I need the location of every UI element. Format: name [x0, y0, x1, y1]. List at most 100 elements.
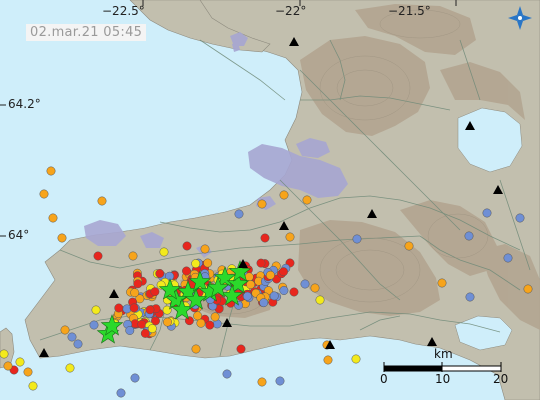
- peak-triangle-icon: [493, 185, 503, 194]
- earthquake-dot: [300, 279, 310, 289]
- longitude-label-east: −21.5°: [388, 4, 431, 18]
- earthquake-dot: [269, 291, 279, 301]
- earthquake-dot: [125, 326, 135, 335]
- earthquake-dot: [464, 231, 474, 241]
- lake: [457, 107, 523, 173]
- scale-tick-10: 10: [435, 372, 451, 386]
- peak-triangle-icon: [238, 259, 248, 268]
- earthquake-dot: [39, 189, 49, 199]
- earthquake-dot: [352, 234, 362, 244]
- earthquake-dot: [163, 317, 172, 327]
- earthquake-dot: [404, 241, 414, 251]
- large-earthquake-star-icon: [100, 314, 124, 336]
- earthquake-dot: [140, 328, 150, 338]
- lava-fields: [84, 32, 348, 258]
- earthquake-dot: [48, 213, 58, 223]
- earthquake-dot: [193, 311, 203, 321]
- earthquake-dot: [57, 233, 67, 243]
- longitude-label-west: −22.5°: [102, 4, 145, 18]
- peak-triangle-icon: [109, 289, 119, 298]
- peak-triangle-icon: [427, 337, 437, 346]
- earthquake-dot: [46, 166, 56, 176]
- contours: [193, 9, 489, 315]
- scale-tick-20: 20: [493, 372, 509, 386]
- earthquake-dot: [159, 247, 169, 257]
- earthquake-dot: [191, 259, 201, 269]
- roads: [39, 39, 531, 357]
- earthquake-dot: [3, 361, 13, 371]
- compass-logo-icon: [508, 6, 532, 30]
- earthquake-dot: [222, 369, 232, 379]
- earthquake-dot: [260, 233, 270, 243]
- earthquake-dot: [256, 258, 266, 268]
- large-earthquake-star-icon: [213, 266, 237, 288]
- earthquake-dot: [130, 288, 140, 298]
- latitude-label-north: 64.2°: [8, 97, 41, 111]
- earthquake-dot: [162, 305, 172, 315]
- peak-triangle-icon: [289, 37, 299, 46]
- earthquake-dot: [67, 332, 77, 342]
- large-earthquake-star-icon: [206, 276, 230, 298]
- longitude-label-center: −22°: [275, 4, 307, 18]
- earthquake-dot: [114, 303, 124, 313]
- earthquake-dot: [302, 195, 312, 205]
- uplands: [180, 4, 540, 330]
- earthquake-dot: [128, 251, 138, 261]
- earthquake-dot: [23, 367, 33, 377]
- earthquake-dot: [60, 325, 70, 335]
- latitude-label-south: 64°: [8, 228, 30, 242]
- earthquake-dot: [257, 377, 267, 387]
- earthquake-dot: [515, 213, 525, 223]
- timestamp-label: 02.mar.21 05:45: [26, 24, 147, 41]
- earthquake-dot: [246, 280, 256, 290]
- earthquake-dot: [315, 295, 325, 305]
- earthquake-dot: [89, 320, 99, 330]
- earthquake-dot: [129, 303, 139, 313]
- earthquake-dot: [73, 339, 83, 349]
- earthquake-dot: [275, 376, 285, 386]
- earthquake-dot: [93, 251, 103, 261]
- earthquake-dot: [257, 199, 267, 209]
- earthquake-dot: [65, 363, 75, 373]
- scale-tick-0: 0: [380, 372, 388, 386]
- large-earthquake-star-icon: [228, 260, 252, 282]
- scale-bar: [383, 362, 502, 372]
- earthquake-dot: [236, 344, 246, 354]
- earthquake-dot: [116, 388, 126, 398]
- large-earthquake-star-icon: [220, 284, 244, 306]
- earthquake-dot: [285, 232, 295, 242]
- earthquake-dot: [323, 355, 333, 365]
- earthquake-dot: [205, 320, 215, 330]
- earthquake-dot: [97, 196, 107, 206]
- earthquake-dot: [147, 324, 157, 334]
- earthquake-dot: [265, 270, 275, 280]
- bay: [454, 315, 513, 351]
- earthquake-dot: [150, 287, 160, 297]
- peak-triangle-icon: [39, 348, 49, 357]
- peak-triangle-icon: [279, 221, 289, 230]
- graticule-ticks: [0, 0, 457, 237]
- earthquake-dot: [482, 208, 492, 218]
- earthquake-dot: [196, 318, 206, 328]
- peak-triangle-icon: [222, 318, 232, 327]
- earthquake-dot: [145, 305, 155, 315]
- large-earthquake-star-icon: [158, 278, 182, 300]
- earthquake-dot: [523, 284, 533, 294]
- earthquake-dot: [203, 258, 213, 268]
- earthquake-dot: [155, 269, 165, 278]
- earthquake-dot: [234, 209, 244, 219]
- earthquake-dot: [184, 316, 194, 326]
- earthquake-dot: [279, 286, 289, 295]
- earthquake-dot: [242, 291, 252, 301]
- earthquake-dot: [137, 319, 147, 329]
- peak-triangle-icon: [325, 340, 335, 349]
- earthquake-dot: [259, 298, 269, 308]
- earthquake-dot: [200, 244, 210, 254]
- earthquake-dot: [503, 253, 513, 263]
- earthquake-dot: [0, 349, 9, 359]
- large-earthquake-star-icon: [164, 288, 188, 310]
- earthquake-dot: [28, 381, 38, 391]
- earthquake-dot: [91, 305, 101, 315]
